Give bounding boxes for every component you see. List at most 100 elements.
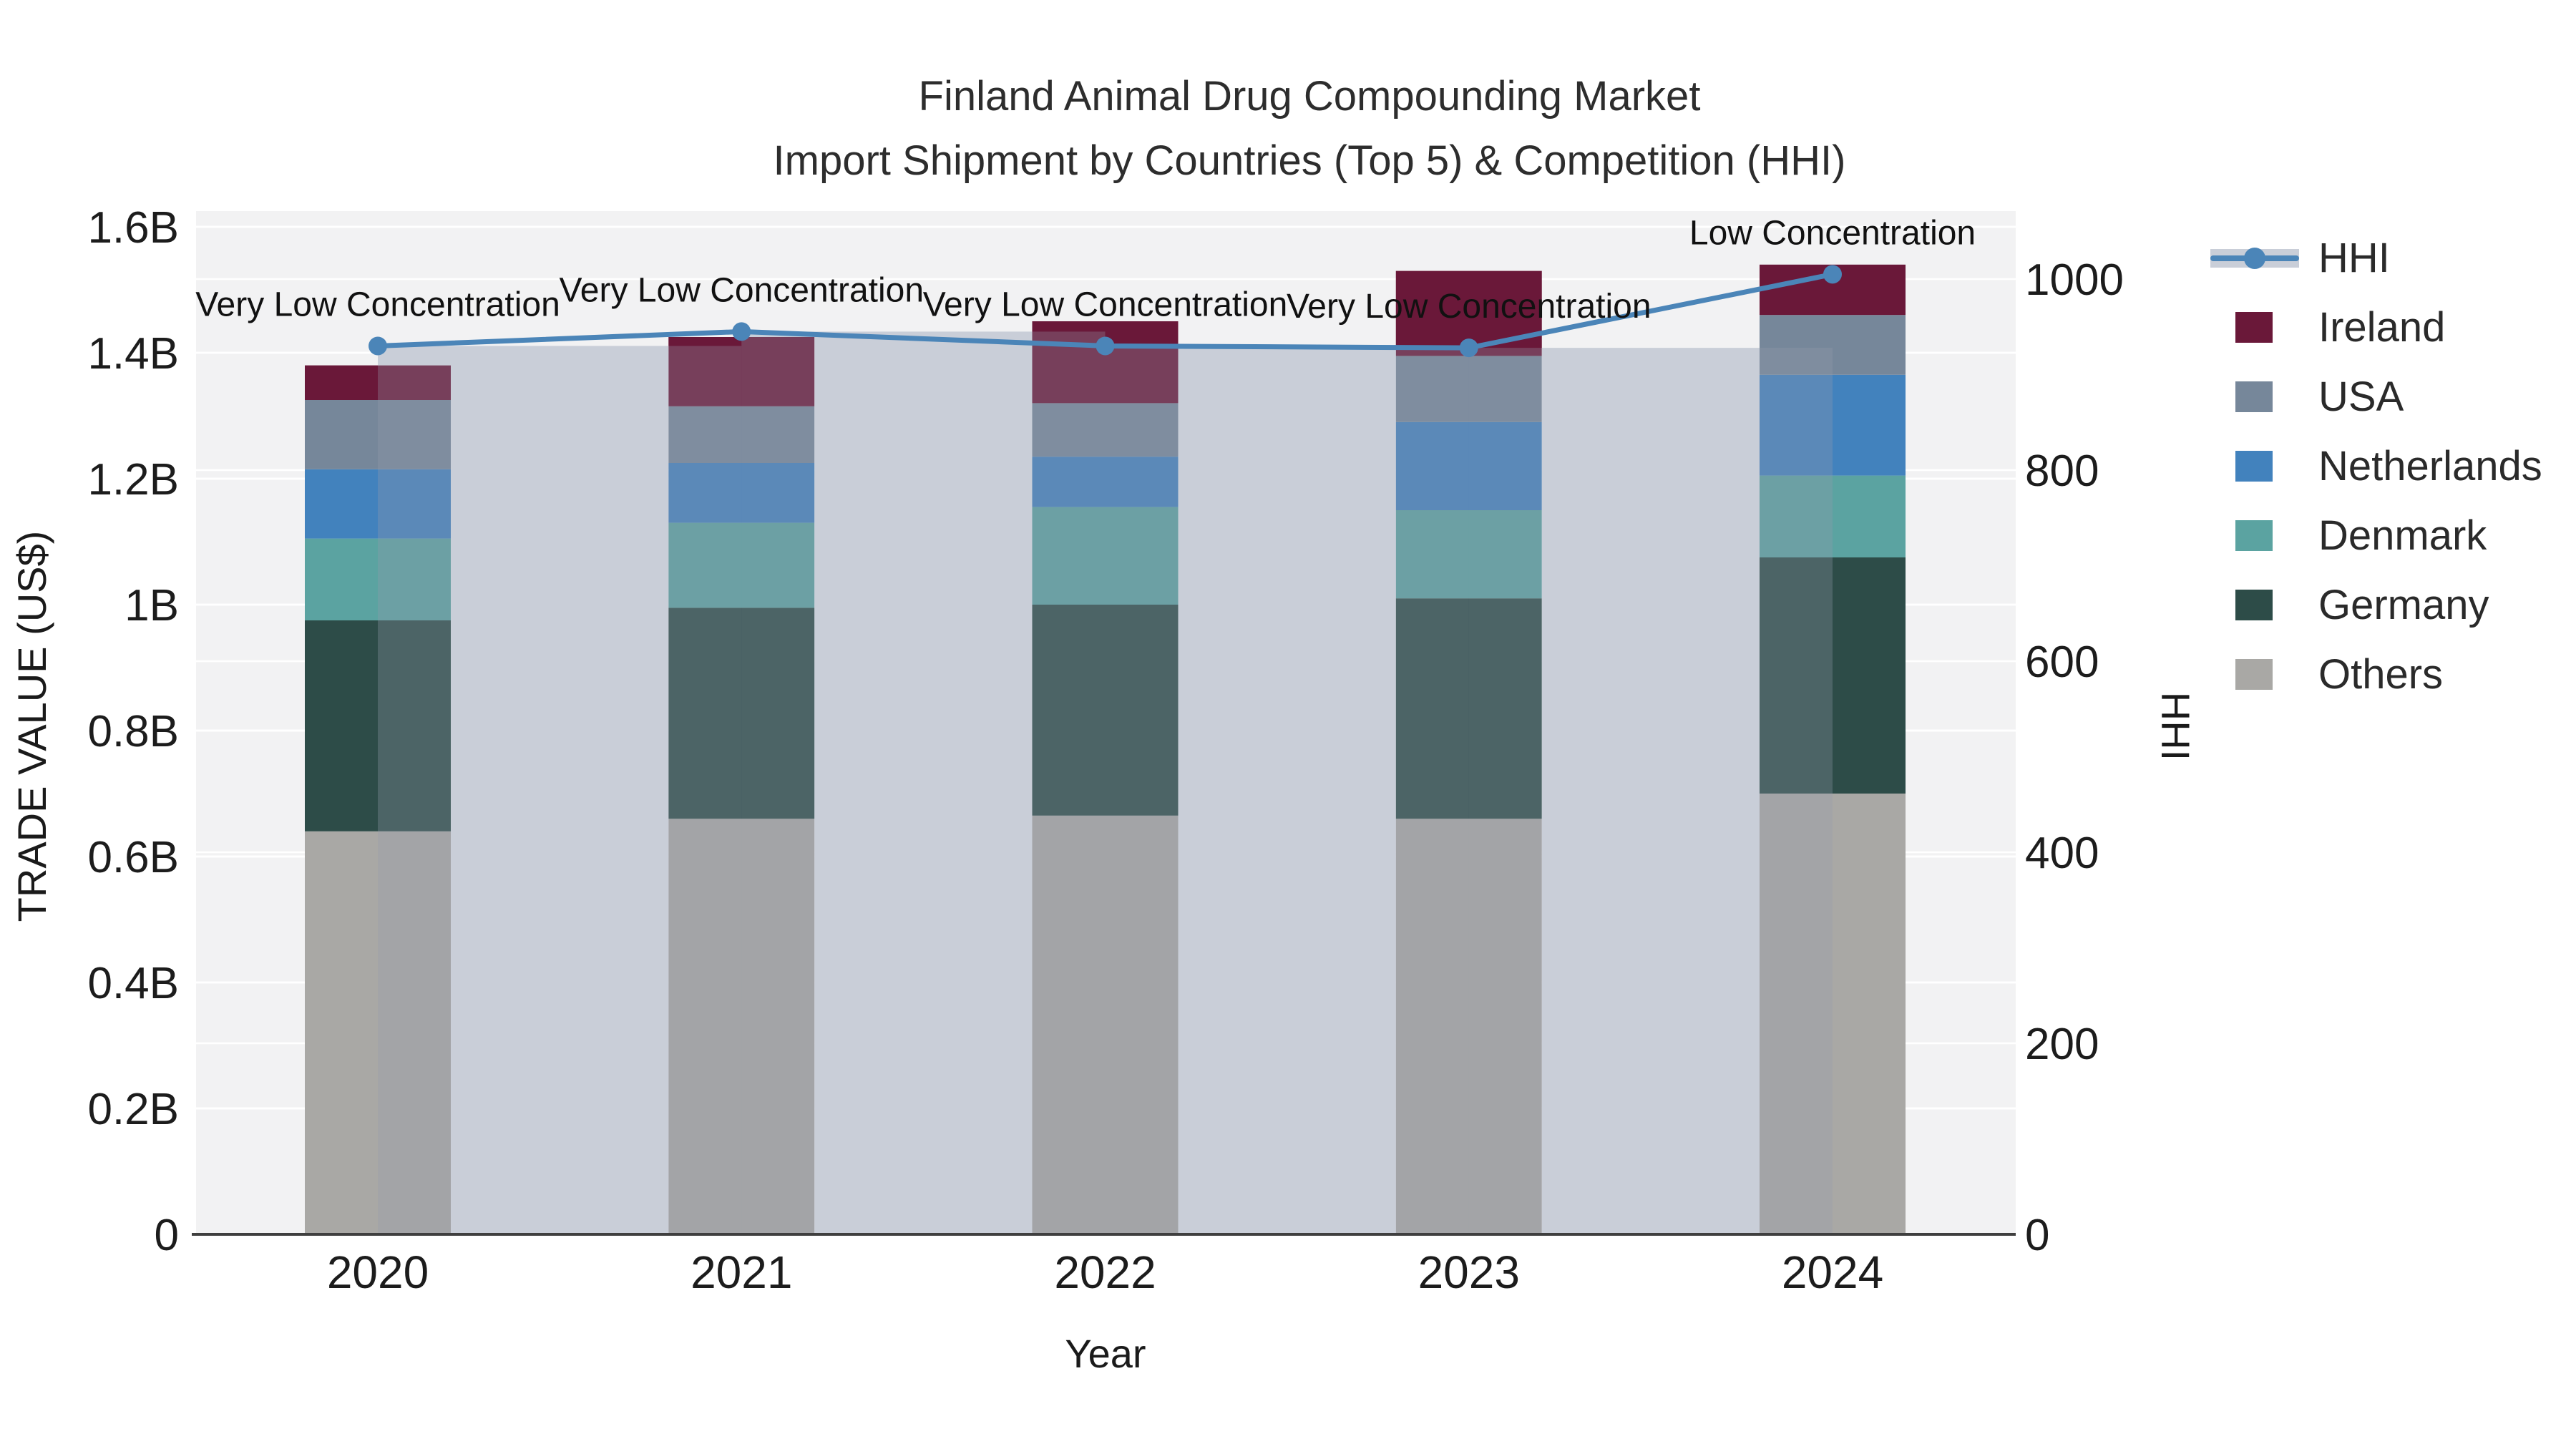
y-right-tick-600: 600 <box>2025 638 2099 687</box>
usa-swatch-icon <box>2235 381 2273 412</box>
legend-label-netherlands: Netherlands <box>2318 443 2542 489</box>
legend-item-denmark[interactable]: Denmark <box>2210 501 2568 570</box>
annotation-2020: Very Low Concentration <box>195 286 560 323</box>
bar-segment-2020-Germany <box>305 620 451 831</box>
ireland-swatch-icon <box>2235 312 2273 343</box>
legend-label-usa: USA <box>2318 374 2404 420</box>
y-left-tick-0: 0 <box>155 1211 179 1260</box>
y-right-tick-0: 0 <box>2025 1211 2049 1260</box>
legend-item-hhi[interactable]: HHI <box>2210 223 2568 293</box>
legend-square-swatch-icon <box>2210 362 2318 431</box>
legend-item-others[interactable]: Others <box>2210 640 2568 709</box>
y-right-tick-200: 200 <box>2025 1020 2099 1069</box>
bar-segment-2022-Others <box>1032 815 1179 1234</box>
legend-label-ireland: Ireland <box>2318 304 2446 351</box>
hhi-fill-1-mid <box>814 331 1033 1234</box>
hhi-fill-2-mid <box>1178 346 1396 1235</box>
bar-segment-2023-Netherlands <box>1395 421 1542 510</box>
bar-segment-2022-Ireland <box>1032 321 1179 404</box>
hhi-fill-2-a <box>1105 346 1179 1235</box>
y-left-tick-1.6B: 1.6B <box>87 203 179 253</box>
legend-square-swatch-icon <box>2210 640 2318 709</box>
bar-segment-2020-Denmark <box>305 538 451 620</box>
hhi-marker-2021 <box>732 322 751 341</box>
legend-item-ireland[interactable]: Ireland <box>2210 293 2568 362</box>
hhi-fill-1-b <box>1032 331 1106 1234</box>
hhi-fill-1-a <box>741 337 815 1234</box>
annotation-2023: Very Low Concentration <box>1287 288 1652 326</box>
bar-segment-2021-Ireland <box>668 337 815 406</box>
legend-item-netherlands[interactable]: Netherlands <box>2210 431 2568 501</box>
y-right-tick-1000: 1000 <box>2025 255 2124 305</box>
hhi-fill-3-mid <box>1541 348 1760 1234</box>
hhi-marker-2023 <box>1459 338 1478 358</box>
left-axis-title: TRADE VALUE (US$) <box>9 530 54 922</box>
x-tick-2021: 2021 <box>691 1246 792 1298</box>
hhi-fill-0-mid <box>451 346 669 1235</box>
netherlands-swatch-icon <box>2235 451 2273 482</box>
bar-segment-2024-Denmark <box>1760 475 1906 557</box>
x-axis-title: Year <box>1065 1331 1146 1376</box>
others-swatch-icon <box>2235 659 2273 690</box>
bar-segment-2024-Germany <box>1760 557 1906 794</box>
x-tick-2022: 2022 <box>1054 1246 1156 1298</box>
bar-segment-2022-Denmark <box>1032 507 1179 605</box>
bar-segment-2022-Netherlands <box>1032 457 1179 507</box>
legend-label-others: Others <box>2318 651 2444 698</box>
hhi-dot-swatch-icon <box>2244 248 2265 269</box>
chart-title-line2: Import Shipment by Countries (Top 5) & C… <box>773 137 1846 184</box>
germany-swatch-icon <box>2235 590 2273 620</box>
hhi-fill-0-b <box>668 346 742 1235</box>
legend-label-hhi: HHI <box>2318 235 2390 281</box>
bar-segment-2020-Netherlands <box>305 469 451 539</box>
chart-title-line1: Finland Animal Drug Compounding Market <box>918 73 1701 119</box>
legend-item-usa[interactable]: USA <box>2210 362 2568 431</box>
legend: HHI Ireland USA Netherlands Denmark Germany Ot… <box>2210 223 2568 709</box>
legend-label-germany: Germany <box>2318 582 2489 628</box>
bar-segment-2023-Denmark <box>1395 510 1542 599</box>
right-axis-title: HHI <box>2153 691 2198 761</box>
bar-segment-2021-Germany <box>668 608 815 819</box>
legend-square-swatch-icon <box>2210 431 2318 501</box>
y-left-tick-0.8B: 0.8B <box>87 707 179 756</box>
hhi-fill-2-b <box>1395 346 1469 1235</box>
bar-segment-2024-USA <box>1760 315 1906 375</box>
hhi-marker-2024 <box>1823 265 1842 284</box>
bar-segment-2021-Others <box>668 819 815 1234</box>
legend-item-germany[interactable]: Germany <box>2210 570 2568 640</box>
bar-segment-2021-Denmark <box>668 522 815 608</box>
hhi-fill-0-a-top <box>378 346 451 366</box>
y-left-tick-0.6B: 0.6B <box>87 833 179 882</box>
y-left-tick-1.4B: 1.4B <box>87 329 179 379</box>
y-left-tick-1.2B: 1.2B <box>87 455 179 504</box>
bar-segment-2020-Others <box>305 831 451 1234</box>
hhi-fill-0-a <box>378 365 451 1235</box>
legend-label-denmark: Denmark <box>2318 512 2487 559</box>
y-left-tick-1B: 1B <box>125 581 179 630</box>
x-tick-2023: 2023 <box>1418 1246 1520 1298</box>
bar-segment-2021-Netherlands <box>668 463 815 523</box>
bar-segment-2022-USA <box>1032 403 1179 457</box>
hhi-marker-2020 <box>369 336 387 356</box>
y-right-tick-800: 800 <box>2025 447 2099 496</box>
bar-segment-2023-Others <box>1395 819 1542 1234</box>
legend-square-swatch-icon <box>2210 570 2318 640</box>
hhi-fill-3-b <box>1760 348 1833 1234</box>
y-right-tick-400: 400 <box>2025 829 2099 878</box>
legend-square-swatch-icon <box>2210 293 2318 362</box>
bar-segment-2021-USA <box>668 406 815 463</box>
annotation-2024: Low Concentration <box>1689 214 1976 252</box>
x-tick-2024: 2024 <box>1782 1246 1883 1298</box>
hhi-fill-3-a <box>1468 348 1542 1234</box>
bar-segment-2023-USA <box>1395 356 1542 422</box>
bar-segment-2024-Netherlands <box>1760 374 1906 476</box>
bar-segment-2020-Ireland <box>305 365 451 400</box>
bar-segment-2020-USA <box>305 400 451 469</box>
bar-segment-2022-Germany <box>1032 605 1179 816</box>
annotation-2021: Very Low Concentration <box>559 271 924 309</box>
y-left-tick-0.2B: 0.2B <box>87 1085 179 1134</box>
denmark-swatch-icon <box>2235 520 2273 551</box>
x-tick-2020: 2020 <box>327 1246 429 1298</box>
